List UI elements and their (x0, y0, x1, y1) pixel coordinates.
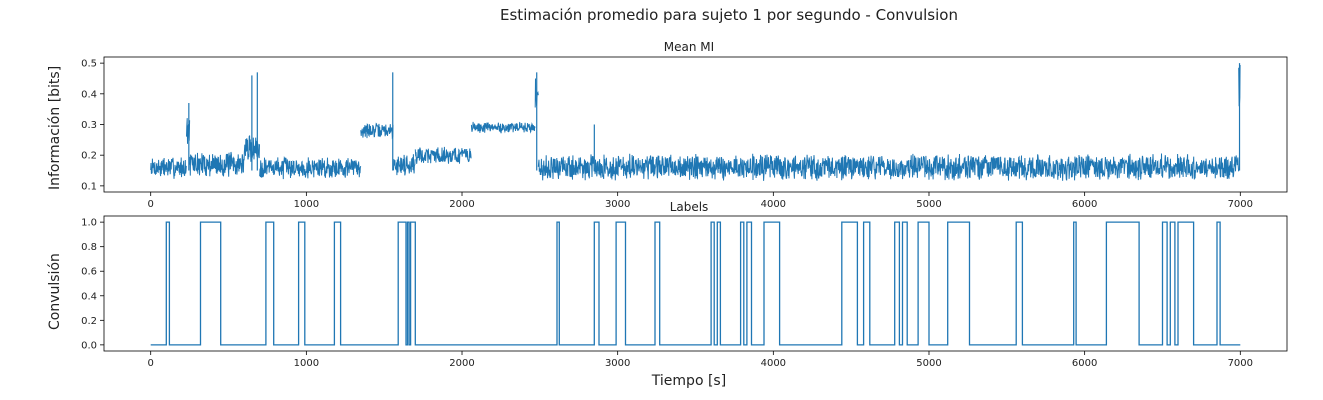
labels-plot: 0 1000 2000 3000 4000 5000 6000 7000 0.0 0.2 0.4 0.… (81, 215, 1288, 369)
plot-frame (103, 215, 1288, 352)
y-tick-label: 0.3 (81, 120, 97, 131)
x-tick-label: 2000 (449, 358, 474, 369)
y-tick-label: 0.0 (81, 340, 97, 351)
x-tick-label: 7000 (1228, 199, 1253, 210)
x-tick-label: 3000 (605, 199, 630, 210)
x-tick-label: 1000 (294, 358, 319, 369)
y-tick-label: 0.6 (81, 267, 97, 278)
x-tick-label: 0 (148, 358, 154, 369)
x-tick-label: 4000 (761, 358, 786, 369)
x-axis-label-tiempo: Tiempo [s] (651, 373, 727, 389)
figure-suptitle: Estimación promedio para sujeto 1 por se… (500, 6, 958, 24)
x-tick-label: 6000 (1072, 358, 1097, 369)
y-tick-label: 0.5 (81, 59, 97, 70)
y-tick-label: 0.1 (81, 181, 97, 192)
mean-mi-series-line (150, 64, 1241, 181)
y-tick-label: 1.0 (81, 218, 97, 229)
y-tick-label: 0.8 (81, 242, 97, 253)
x-tick-label: 5000 (916, 358, 941, 369)
y-tick-label: 0.4 (81, 291, 97, 302)
mean-mi-plot: 0 1000 2000 3000 4000 5000 6000 7000 0.1 0.2 0.3 0.… (81, 56, 1288, 210)
x-tick-label: 1000 (294, 199, 319, 210)
y-tick-label: 0.2 (81, 316, 97, 327)
y-tick-label: 0.4 (81, 89, 97, 100)
x-tick-label: 0 (148, 199, 154, 210)
labels-series-line (150, 221, 1241, 346)
y-tick-label: 0.2 (81, 151, 97, 162)
x-tick-label: 2000 (449, 199, 474, 210)
x-tick-label: 4000 (761, 199, 786, 210)
x-tick-label: 6000 (1072, 199, 1097, 210)
x-tick-label: 7000 (1228, 358, 1253, 369)
x-tick-label: 5000 (916, 199, 941, 210)
chart-title-mean-mi: Mean MI (663, 40, 715, 54)
chart-title-labels: Labels (669, 200, 709, 214)
x-tick-label: 3000 (605, 358, 630, 369)
